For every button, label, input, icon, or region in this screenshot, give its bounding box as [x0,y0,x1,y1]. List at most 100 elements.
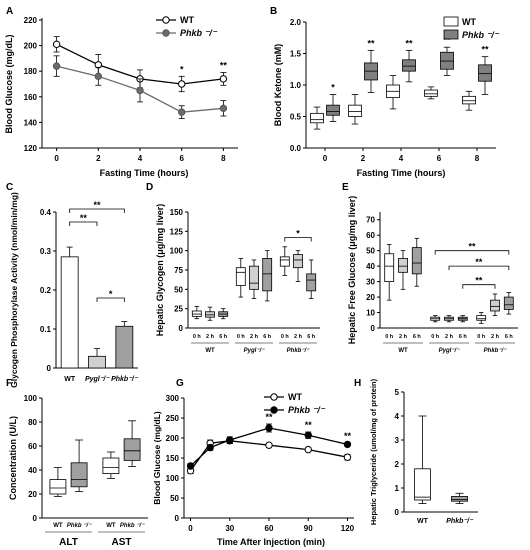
panel-b-box-3-0-box [424,89,438,97]
panel-c-y-tick-label: 0.3 [40,247,52,256]
panel-c-significance: ** [93,200,101,210]
panel-e-box-0-0-box [384,253,395,282]
panel-e-bracket [434,250,510,255]
panel-g-point [226,436,234,444]
panel-b-x-tick-label: 8 [475,154,480,163]
panel-g-significance: ** [344,431,352,441]
panel-f-box-0-1-box [70,462,88,488]
panel-a-legend-label: WT [180,15,194,25]
panel-d-sub-label: 2 h [250,334,259,340]
panel-f-group-label: AST [112,537,132,548]
panel-a-point [94,72,102,81]
panel-d-box-2-1-box [293,254,303,269]
panel-d-y-tick-label: 150 [170,208,184,217]
panel-e-sub-label: 0 h [477,334,486,340]
panel-e-y-tick-label: 10 [366,309,375,318]
panel-a-point [52,40,61,49]
panel-b-significance: ** [367,38,375,48]
panel-e: 0 10 20 30 40 50 60 70 0 h 2 h 6 h WT 0 h 2 h 6 h Pygl⁻… [347,196,518,354]
panel-g-significance: ** [305,420,313,430]
panel-c-bar [60,256,79,369]
panel-d-y-label: Hepatic Glycogen (μg/mg liver) [155,204,165,337]
panel-letter-b: B [270,6,277,17]
panel-g-legend-label: WT [288,392,302,402]
panel-f-box-0-0-box [49,479,67,495]
panel-d-significance: * [296,229,300,239]
panel-a-point [52,62,61,70]
panel-e-y-label: Hepatic Free Glucose (μg/mg liver) [347,196,357,345]
panel-h-y-tick-label: 4 [395,412,400,421]
panel-f-sub-label: WT [53,523,63,529]
panel-d-sub-label: 6 h [263,334,272,340]
panel-a-significance: ** [220,60,228,70]
panel-g-y-tick-label: 50 [170,494,179,503]
panel-e-significance: ** [475,276,483,286]
panel-b-legend-label: Phkb ⁻/⁻ [462,30,500,40]
panel-g-legend-marker [270,393,278,401]
panel-d-sub-label: 0 h [237,334,246,340]
panel-h-y-label: Hepatic Triglyceride (umol/mg of protein… [369,378,378,525]
panel-f-group-label: ALT [59,537,78,548]
panel-g-point [304,445,312,454]
panel-a-legend-marker [162,29,170,37]
panel-a-y-tick-label: 180 [24,67,38,76]
panel-g-y-label: Blood Glucose (mg/dL) [152,411,162,505]
panel-g-y-tick-label: 0 [175,514,180,523]
panel-e-box-2-2-box [503,296,514,310]
panel-f-sub-label: Phkb ⁻/⁻ [67,523,92,529]
panel-g-point [206,443,214,452]
panel-e-group-label: Pygl⁻/⁻ [439,348,461,354]
panel-letter-e: E [342,182,349,193]
panel-letter-d: D [146,182,153,193]
panel-d-sub-label: 0 h [281,334,290,340]
panel-e-sub-label: 0 h [385,334,394,340]
panel-c-y-tick-label: 0.2 [40,286,52,295]
panel-e-y-tick-label: 60 [366,231,375,240]
panel-b-box-4-1-box [478,64,492,82]
panel-f-y-tick-label: 20 [28,490,37,499]
panel-b-x-tick-label: 6 [437,154,442,163]
panel-d-y-tick-label: 75 [174,266,183,275]
panel-b-y-tick-label: 1.0 [290,81,302,90]
panel-g-y-tick-label: 150 [166,454,180,463]
panel-e-sub-label: 2 h [491,334,500,340]
panel-b-y-tick-label: 2.0 [290,18,302,27]
panel-a-x-tick-label: 2 [96,154,101,163]
panel-a-y-tick-label: 220 [24,16,38,25]
panel-h-x-tick-label: Phkb⁻/⁻ [446,518,474,525]
panel-d: 0 25 50 75 100 125 150 0 h 2 h 6 h WT 0 h 2 h 6 h Pygl… [155,204,320,354]
panel-b-box-0-0-box [310,112,324,124]
panel-letter-a: A [6,6,13,17]
panel-d-sub-label: 2 h [206,334,215,340]
panel-a-point [178,108,186,116]
panel-d-box-1-2-box [262,257,273,292]
panel-a-x-label: Fasting Time (hours) [100,168,189,178]
panel-e-sub-label: 6 h [459,334,468,340]
panel-e-sub-label: 0 h [431,334,440,340]
panel-c: 00.10.20.30.4WT Pygl⁻/⁻ Phkb⁻/⁻*****Glycog… [9,192,139,388]
panel-c-bracket [69,208,125,213]
panel-e-y-tick-label: 20 [366,293,375,302]
panel-c-x-tick-label: WT [64,376,76,383]
panel-h: 0 1 2 3 4 5 WT Phkb⁻/⁻ Hepatic Triglyceride (umo… [369,378,478,525]
panel-a-legend-marker [162,16,170,24]
panel-h-y-tick-label: 2 [395,460,400,469]
panel-b-box-1-0-box [348,104,362,117]
panel-b-y-label: Blood Ketone (mM) [273,44,283,127]
panel-letter-c: C [6,182,13,193]
panel-b-box-4-0-box [462,95,476,105]
panel-g-significance: ** [265,412,273,422]
panel-g-y-tick-label: 300 [166,394,180,403]
panel-g-y-tick-label: 250 [166,414,180,423]
panel-c-y-tick-label: 0.4 [40,208,52,217]
panel-d-y-tick-label: 25 [174,305,183,314]
panel-a-x-tick-label: 4 [138,154,143,163]
panel-letter-h: H [354,378,361,389]
panel-e-y-tick-label: 50 [366,247,375,256]
panel-b-x-label: Fasting Time (hours) [357,168,446,178]
panel-g: 0 50 100 150 200 250 300 0 30 60 90 120 Time After I… [152,392,355,547]
panel-d-box-1-1-box [249,265,259,290]
panel-g-point [343,453,352,461]
panel-letter-g: G [176,378,184,389]
